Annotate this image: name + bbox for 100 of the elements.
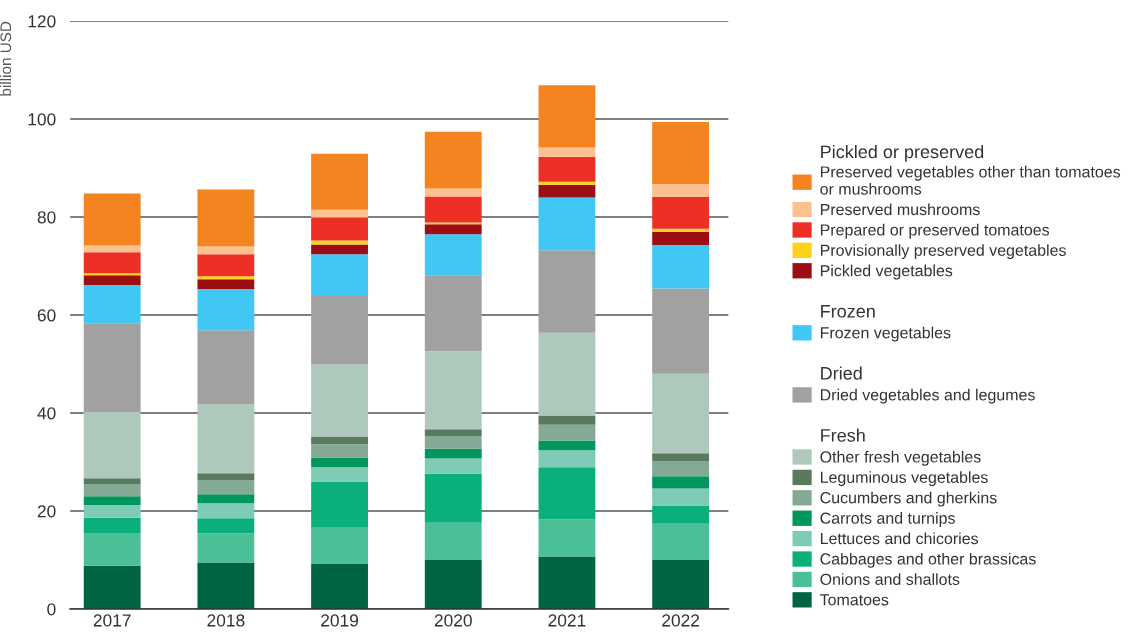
- bar: [83, 496, 141, 506]
- bar: [83, 478, 141, 485]
- bar: [311, 244, 368, 255]
- bar: [311, 457, 368, 468]
- bar: [538, 424, 596, 441]
- x-tick-label: 2021: [548, 614, 586, 627]
- bar: [538, 440, 596, 451]
- bar: [311, 444, 368, 458]
- bar: [311, 481, 368, 528]
- text: Dried: [821, 366, 862, 380]
- bar: [424, 234, 482, 276]
- bar: [311, 527, 368, 564]
- bar: [197, 503, 255, 519]
- bar: [83, 412, 141, 479]
- bar: [538, 450, 596, 468]
- bar: [424, 458, 482, 474]
- bar: [652, 476, 710, 489]
- bar: [424, 351, 482, 430]
- bar: [197, 533, 255, 563]
- y-axis-title: billion USD: [0, 21, 12, 96]
- y-tick-label: 120: [28, 15, 56, 28]
- legend-label: Cucumbers and gherkins: [820, 491, 997, 507]
- y-tick-label: 100: [28, 113, 56, 126]
- y-tick-label: 60: [37, 309, 56, 322]
- bar: [652, 453, 710, 461]
- bar: [652, 184, 710, 197]
- bar: [538, 250, 596, 333]
- y-tick-label: 0: [47, 603, 56, 616]
- y-tick-label: 80: [37, 211, 56, 224]
- bar: [652, 488, 710, 506]
- legend-label: Preserved vegetables other than tomatoes or mushrooms: [820, 165, 1121, 195]
- legend-label: Tomatoes: [820, 594, 889, 606]
- bar: [83, 505, 141, 518]
- x-tick-label: 2022: [662, 614, 700, 627]
- bar: [538, 415, 596, 425]
- bar: [197, 254, 255, 277]
- bar: [424, 473, 482, 523]
- bar: [652, 505, 710, 524]
- legend-label: Leguminous vegetables: [820, 471, 988, 487]
- bar: [424, 448, 482, 459]
- text: Pickled or preserved: [821, 144, 984, 162]
- bar: [311, 364, 368, 437]
- bar: [652, 523, 710, 560]
- bar: [197, 276, 255, 280]
- bar: [197, 404, 255, 474]
- bar: [538, 147, 596, 157]
- bar: [83, 252, 141, 274]
- legend-label: Lettuces and chicories: [820, 532, 979, 545]
- bar: [83, 285, 141, 324]
- legend-label: Cabbages and other brassicas: [820, 552, 1036, 568]
- bar: [83, 323, 141, 413]
- bar: [424, 559, 482, 609]
- bar: [652, 121, 710, 185]
- legend-label: Prepared or preserved tomatoes: [820, 223, 1050, 239]
- y-tick-label: 20: [37, 505, 56, 518]
- bar: [424, 131, 482, 189]
- legend-label: Carrots and turnips: [820, 512, 955, 527]
- bar: [652, 288, 710, 374]
- bar: [538, 332, 596, 416]
- bar: [311, 294, 368, 365]
- legend-label: Provisionally preserved vegetables: [820, 244, 1066, 260]
- bar: [83, 193, 141, 246]
- bar: [424, 429, 482, 437]
- bar: [652, 461, 710, 477]
- x-tick-label: 2017: [93, 614, 131, 627]
- x-tick-label: 2020: [434, 614, 472, 627]
- bar: [197, 289, 255, 331]
- bar: [652, 559, 710, 609]
- bar: [538, 181, 596, 185]
- bar: [197, 279, 255, 290]
- bar: [311, 217, 368, 241]
- bar: [538, 156, 596, 182]
- bar: [83, 533, 141, 566]
- x-tick-label: 2019: [321, 614, 359, 627]
- x-tick-label: 2018: [207, 614, 245, 627]
- legend-label: Preserved mushrooms: [820, 203, 980, 216]
- bar: [197, 562, 255, 609]
- bar: [424, 436, 482, 449]
- text: Fresh: [821, 428, 865, 442]
- bar: [424, 522, 482, 560]
- legend-label: Other fresh vegetables: [820, 450, 981, 466]
- bar: [83, 245, 141, 253]
- bar: [652, 228, 710, 232]
- bar: [83, 517, 141, 534]
- bar: [652, 373, 710, 454]
- bar: [197, 518, 255, 534]
- bar: [83, 484, 141, 497]
- bar: [197, 494, 255, 504]
- bar: [538, 556, 596, 609]
- bar: [538, 184, 596, 198]
- legend-label: Frozen vegetables: [820, 326, 951, 342]
- bar: [424, 196, 482, 223]
- legend-label: Dried vegetables and legumes: [820, 388, 1035, 404]
- bar: [197, 473, 255, 481]
- bar: [311, 153, 368, 210]
- bar: [197, 330, 255, 405]
- text: Frozen: [821, 305, 875, 318]
- bar: [538, 467, 596, 520]
- bar: [83, 565, 141, 609]
- bar: [538, 197, 596, 251]
